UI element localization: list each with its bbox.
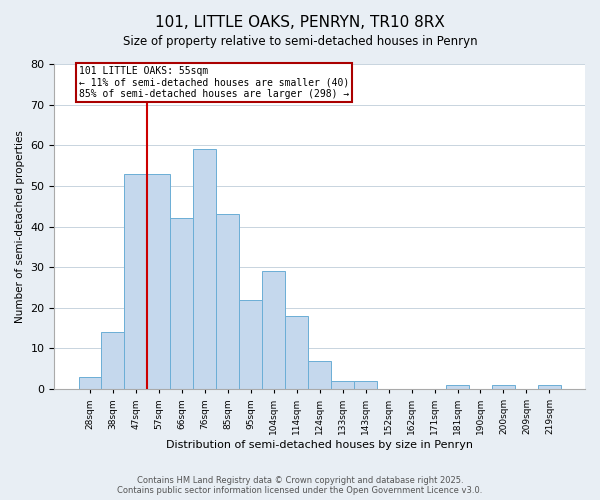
Bar <box>308 360 331 389</box>
Bar <box>331 381 354 389</box>
Bar <box>446 385 469 389</box>
Bar <box>79 377 101 389</box>
Bar <box>124 174 148 389</box>
Text: Contains HM Land Registry data © Crown copyright and database right 2025.
Contai: Contains HM Land Registry data © Crown c… <box>118 476 482 495</box>
Bar <box>354 381 377 389</box>
Bar <box>170 218 193 389</box>
Text: 101 LITTLE OAKS: 55sqm
← 11% of semi-detached houses are smaller (40)
85% of sem: 101 LITTLE OAKS: 55sqm ← 11% of semi-det… <box>79 66 349 99</box>
Text: Size of property relative to semi-detached houses in Penryn: Size of property relative to semi-detach… <box>122 35 478 48</box>
Y-axis label: Number of semi-detached properties: Number of semi-detached properties <box>15 130 25 323</box>
Bar <box>239 300 262 389</box>
Bar <box>262 271 285 389</box>
Bar <box>538 385 561 389</box>
Bar <box>285 316 308 389</box>
Bar <box>492 385 515 389</box>
Bar <box>101 332 124 389</box>
X-axis label: Distribution of semi-detached houses by size in Penryn: Distribution of semi-detached houses by … <box>166 440 473 450</box>
Bar <box>217 214 239 389</box>
Bar <box>193 150 217 389</box>
Bar <box>148 174 170 389</box>
Text: 101, LITTLE OAKS, PENRYN, TR10 8RX: 101, LITTLE OAKS, PENRYN, TR10 8RX <box>155 15 445 30</box>
